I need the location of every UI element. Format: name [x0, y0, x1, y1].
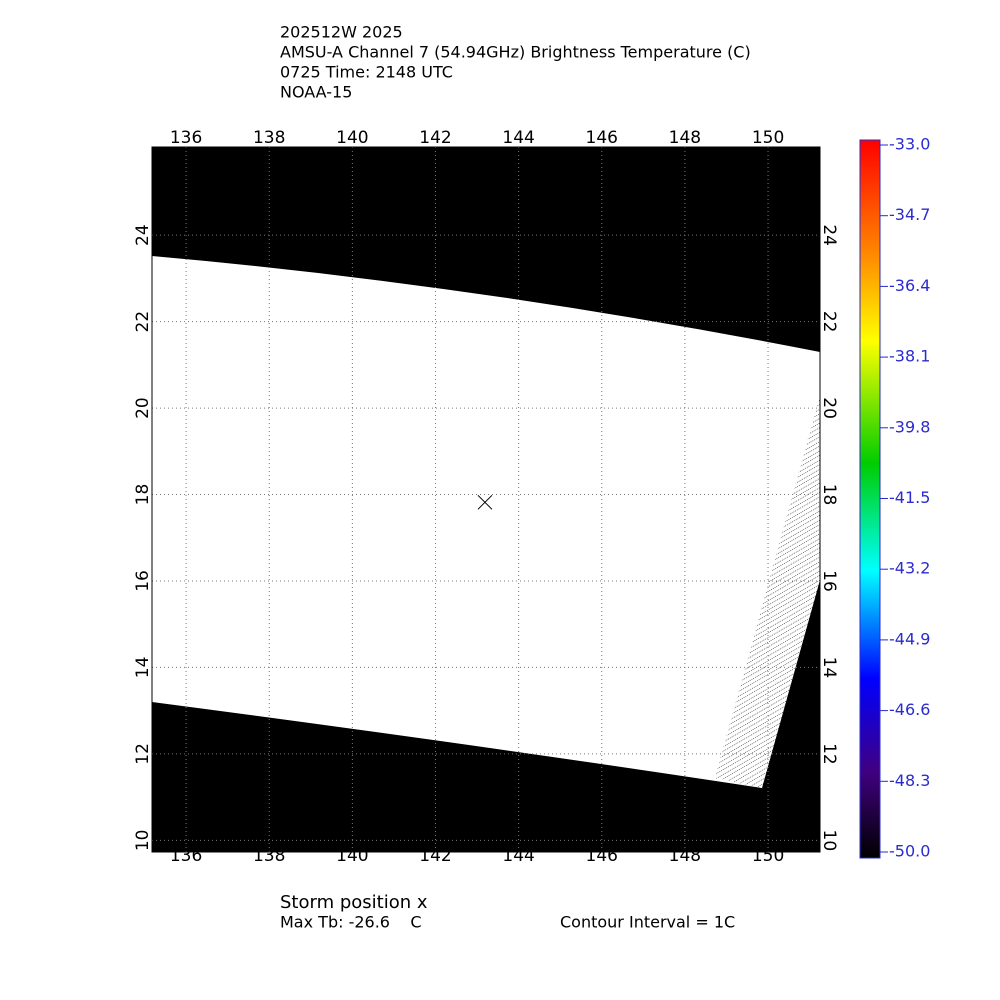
lat-label: 10 — [819, 830, 839, 852]
swath — [152, 256, 820, 788]
lon-label: 138 — [253, 128, 285, 148]
lat-label: 16 — [819, 570, 839, 592]
lat-label: 22 — [133, 311, 153, 333]
lat-label: 18 — [819, 484, 839, 506]
colorbar-label: -48.3 — [889, 771, 930, 790]
colorbar-label: -50.0 — [889, 842, 930, 861]
lon-label: 138 — [253, 846, 285, 866]
lon-label: 136 — [170, 128, 202, 148]
colorbar-label: -41.5 — [889, 488, 930, 507]
storm-marker — [477, 494, 493, 510]
lon-label: 140 — [336, 846, 368, 866]
colorbar-label: -46.6 — [889, 700, 930, 719]
lat-label: 14 — [819, 657, 839, 679]
lat-label: 18 — [133, 484, 153, 506]
colorbar-label: -33.0 — [889, 135, 930, 154]
colorbar — [859, 139, 881, 859]
lat-label: 12 — [819, 743, 839, 765]
lon-label: 140 — [336, 128, 368, 148]
lon-label: 150 — [752, 128, 784, 148]
lon-label: 148 — [669, 128, 701, 148]
map-frame — [151, 146, 821, 853]
lon-label: 142 — [419, 846, 451, 866]
lat-label: 20 — [819, 397, 839, 419]
colorbar-label: -34.7 — [889, 205, 930, 224]
lon-label: 136 — [170, 846, 202, 866]
colorbar-label: -39.8 — [889, 417, 930, 436]
lon-label: 142 — [419, 128, 451, 148]
lon-label: 146 — [586, 128, 618, 148]
header-line: AMSU-A Channel 7 (54.94GHz) Brightness T… — [280, 43, 751, 62]
storm-label: Storm position x — [280, 892, 428, 913]
lon-label: 146 — [586, 846, 618, 866]
lat-label: 24 — [819, 224, 839, 246]
lon-label: 144 — [502, 128, 534, 148]
colorbar-label: -36.4 — [889, 276, 930, 295]
lon-label: 148 — [669, 846, 701, 866]
lon-label: 144 — [502, 846, 534, 866]
lat-label: 22 — [819, 311, 839, 333]
header: 202512W 2025 AMSU-A Channel 7 (54.94GHz)… — [280, 23, 751, 102]
lon-label: 150 — [752, 846, 784, 866]
header-line: 0725 Time: 2148 UTC — [280, 63, 453, 82]
colorbar-label: -38.1 — [889, 347, 930, 366]
max-tb: Max Tb: -26.6 C — [280, 913, 421, 932]
lat-label: 20 — [133, 397, 153, 419]
lat-label: 12 — [133, 743, 153, 765]
colorbar-label: -44.9 — [889, 629, 930, 648]
grid — [152, 147, 820, 852]
header-line: 202512W 2025 — [280, 23, 403, 42]
colorbar-label: -43.2 — [889, 559, 930, 578]
lat-label: 10 — [133, 830, 153, 852]
lat-label: 14 — [133, 657, 153, 679]
lat-label: 16 — [133, 570, 153, 592]
lat-label: 24 — [133, 224, 153, 246]
header-line: NOAA-15 — [280, 83, 352, 102]
hatched-region — [715, 395, 820, 788]
contour-interval: Contour Interval = 1C — [560, 913, 735, 932]
